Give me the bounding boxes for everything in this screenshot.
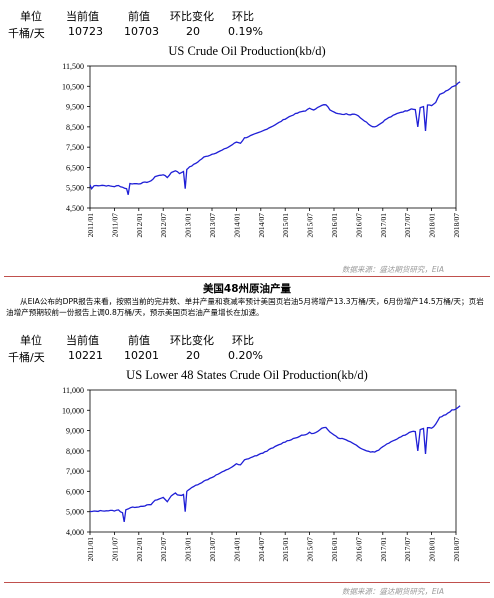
chart1-x-tick-label: 2017/07 <box>403 213 412 238</box>
table1-previous: 10703 <box>124 25 159 38</box>
chart1-x-tick-label: 2012/07 <box>159 213 168 238</box>
table1-header-current: 当前值 <box>66 10 99 23</box>
chart2: 11,000 10,000 9,000 8,000 7,000 6,000 5,000 4,0… <box>62 386 461 562</box>
chart2-x-tick-label: 2014/07 <box>257 537 266 562</box>
chart2-x-tick-label: 2017/01 <box>379 537 388 562</box>
divider-1 <box>4 276 490 277</box>
chart1-y-tick-label: 9,500 <box>66 103 84 112</box>
table2-pct: 0.20% <box>228 349 263 362</box>
chart2-x-tick-label: 2018/01 <box>428 537 437 562</box>
table2-change: 20 <box>186 349 200 362</box>
chart1-x-tick-label: 2016/01 <box>330 213 339 238</box>
chart2-x-tick-label: 2012/01 <box>135 537 144 562</box>
table2-previous: 10201 <box>124 349 159 362</box>
chart1: 11,500 10,500 9,500 8,500 7,500 6,500 5,500 4,5… <box>62 62 461 238</box>
chart2-y-tick-label: 11,000 <box>62 386 84 395</box>
chart2-series-line <box>90 405 461 523</box>
table1-header-unit: 单位 <box>20 10 42 23</box>
chart1-x-tick-label: 2014/01 <box>232 213 241 238</box>
table1-header-previous: 前值 <box>128 10 150 23</box>
section-title: 美国48州原油产量 <box>202 283 292 295</box>
chart1-series-line <box>89 81 461 195</box>
chart1-y-tick-label: 10,500 <box>62 82 84 91</box>
chart1-title: US Crude Oil Production(kb/d) <box>168 44 326 58</box>
table2-current: 10221 <box>68 349 103 362</box>
chart2-x-tick-label: 2017/07 <box>403 537 412 562</box>
table2-header-pct: 环比 <box>232 334 254 347</box>
chart2-x-tick-label: 2013/07 <box>208 537 217 562</box>
chart1-source: 数据来源：盛达期货研究，EIA <box>341 265 444 274</box>
table1-current: 10723 <box>68 25 103 38</box>
chart1-x-tick-label: 2011/01 <box>86 213 95 238</box>
chart1-x-tick-label: 2015/07 <box>306 213 315 238</box>
table1-header-change: 环比变化 <box>170 10 214 23</box>
chart2-source: 数据来源：盛达期货研究，EIA <box>341 587 444 596</box>
chart2-y-tick-label: 10,000 <box>62 406 84 415</box>
chart2-x-tick-label: 2012/07 <box>159 537 168 562</box>
chart2-plot-frame <box>89 389 457 533</box>
chart2-y-tick-label: 8,000 <box>66 447 84 456</box>
chart2-y-tick-label: 9,000 <box>66 427 84 436</box>
chart2-x-tick-label: 2016/07 <box>354 537 363 562</box>
divider-2 <box>4 582 490 583</box>
chart1-x-tick-label: 2015/01 <box>281 213 290 238</box>
table2-header-unit: 单位 <box>20 334 42 347</box>
table1-change: 20 <box>186 25 200 38</box>
chart1-y-tick-label: 4,500 <box>66 204 84 213</box>
section-paragraph: 从EIA公布的DPR报告来看，按照当前的完井数、单井产量和衰减率预计美国页岩油5… <box>6 297 484 317</box>
table2-header-change: 环比变化 <box>170 334 214 347</box>
chart2-x-tick-label: 2014/01 <box>232 537 241 562</box>
table2-header-previous: 前值 <box>128 334 150 347</box>
chart1-x-tick-label: 2012/01 <box>135 213 144 238</box>
chart2-y-tick-label: 5,000 <box>66 508 84 517</box>
table1-pct: 0.19% <box>228 25 263 38</box>
chart2-x-tick-label: 2016/01 <box>330 537 339 562</box>
chart2-y-tick-label: 6,000 <box>66 487 84 496</box>
chart2-title: US Lower 48 States Crude Oil Production(… <box>126 368 368 382</box>
chart1-y-tick-label: 6,500 <box>66 163 84 172</box>
chart2-x-tick-label: 2011/07 <box>110 537 119 562</box>
chart1-plot-frame <box>89 65 457 209</box>
chart1-y-tick-label: 7,500 <box>66 143 84 152</box>
chart1-x-tick-label: 2013/01 <box>184 213 193 238</box>
chart1-x-tick-label: 2018/07 <box>452 213 461 238</box>
chart2-y-tick-label: 7,000 <box>66 467 84 476</box>
table1-header-pct: 环比 <box>232 10 254 23</box>
chart2-x-tick-label: 2018/07 <box>452 537 461 562</box>
chart1-x-tick-label: 2016/07 <box>354 213 363 238</box>
chart1-x-tick-label: 2011/07 <box>110 213 119 238</box>
chart1-y-tick-label: 8,500 <box>66 123 84 132</box>
chart2-y-tick-label: 4,000 <box>66 528 84 537</box>
chart1-x-tick-label: 2014/07 <box>257 213 266 238</box>
table1-unit: 千桶/天 <box>8 27 45 40</box>
chart2-x-tick-label: 2015/07 <box>306 537 315 562</box>
chart1-y-tick-label: 5,500 <box>66 184 84 193</box>
chart2-x-tick-label: 2011/01 <box>86 537 95 562</box>
chart1-x-tick-label: 2013/07 <box>208 213 217 238</box>
chart2-x-tick-label: 2015/01 <box>281 537 290 562</box>
table2-unit: 千桶/天 <box>8 351 45 364</box>
table2-header-current: 当前值 <box>66 334 99 347</box>
chart1-x-tick-label: 2018/01 <box>428 213 437 238</box>
chart2-x-tick-label: 2013/01 <box>184 537 193 562</box>
chart1-y-tick-label: 11,500 <box>62 62 84 71</box>
chart1-x-tick-label: 2017/01 <box>379 213 388 238</box>
